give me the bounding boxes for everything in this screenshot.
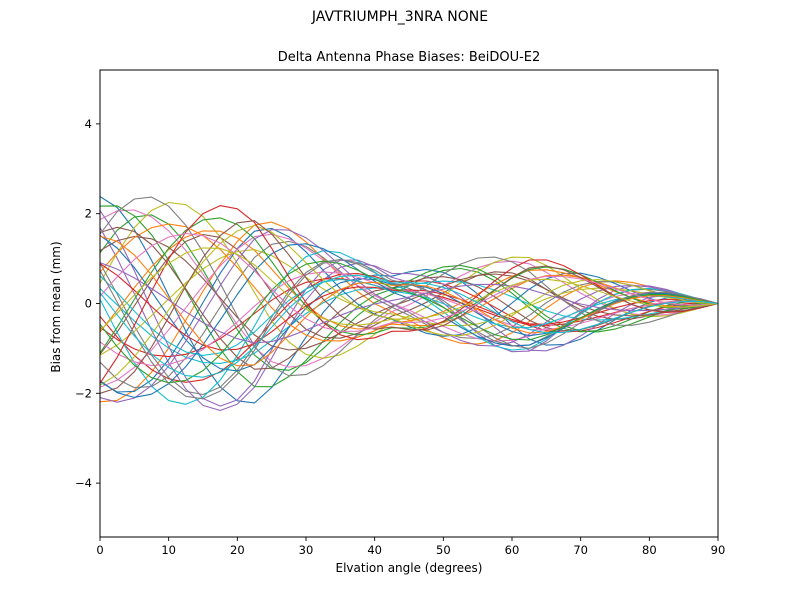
y-tick-label: −2	[75, 386, 92, 400]
bias-line-series	[100, 235, 718, 351]
bias-line-series	[100, 262, 718, 344]
bias-line-series	[100, 243, 718, 398]
y-tick-label: 4	[85, 117, 92, 131]
bias-line-series	[100, 217, 718, 354]
bias-line-series	[100, 235, 718, 367]
bias-line-series	[100, 274, 718, 378]
bias-line-series	[100, 275, 718, 356]
x-tick-label: 40	[367, 543, 382, 557]
y-tick-label: 0	[85, 297, 92, 311]
bias-line-series	[100, 220, 718, 394]
y-tick-label: 2	[85, 207, 92, 221]
x-tick-label: 30	[299, 543, 314, 557]
x-tick-label: 10	[161, 543, 176, 557]
x-tick-label: 90	[711, 543, 726, 557]
x-axis-label: Elvation angle (degrees)	[335, 561, 483, 575]
bias-line-series	[100, 232, 718, 332]
x-tick-label: 50	[436, 543, 451, 557]
x-tick-label: 60	[505, 543, 520, 557]
bias-line-series	[100, 229, 718, 403]
y-axis-label-text: Bias from mean (mm)	[49, 241, 63, 373]
x-tick-label: 0	[96, 543, 103, 557]
bias-line-series	[100, 224, 718, 386]
chart-title: Delta Antenna Phase Biases: BeiDOU-E2	[277, 50, 541, 65]
x-tick-label: 70	[573, 543, 588, 557]
bias-line-series	[100, 271, 718, 367]
bias-line-series	[100, 221, 718, 403]
bias-line-series	[100, 247, 718, 331]
bias-line-series	[100, 258, 718, 400]
bias-line-series	[100, 230, 718, 333]
bias-line-series	[100, 278, 718, 358]
bias-line-series	[100, 205, 718, 388]
figure-suptitle: JAVTRIUMPH_3NRA NONE	[311, 9, 489, 25]
bias-line-series	[100, 227, 718, 393]
bias-line-series	[100, 201, 718, 359]
x-tick-label: 20	[230, 543, 245, 557]
x-tick-label: 80	[642, 543, 657, 557]
y-tick-label: −4	[75, 476, 92, 490]
